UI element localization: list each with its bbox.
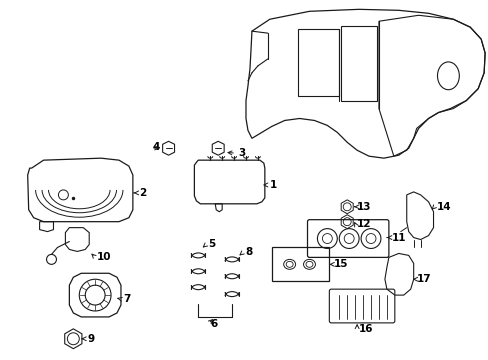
Text: 10: 10 [97, 252, 111, 262]
Text: 3: 3 [238, 148, 245, 158]
Text: 15: 15 [334, 259, 348, 269]
Text: 17: 17 [416, 274, 430, 284]
Text: 4: 4 [152, 142, 160, 152]
Text: 16: 16 [358, 324, 373, 334]
Text: 13: 13 [356, 202, 371, 212]
Text: 8: 8 [244, 247, 252, 257]
Bar [271, 247, 328, 281]
Text: 12: 12 [356, 219, 371, 229]
Text: 14: 14 [436, 202, 450, 212]
Text: 11: 11 [391, 233, 406, 243]
Text: 2: 2 [139, 188, 146, 198]
Text: 6: 6 [210, 319, 217, 329]
Text: 9: 9 [87, 334, 94, 344]
Text: 7: 7 [122, 294, 130, 304]
Text: 5: 5 [208, 239, 215, 249]
Text: 1: 1 [269, 180, 277, 190]
